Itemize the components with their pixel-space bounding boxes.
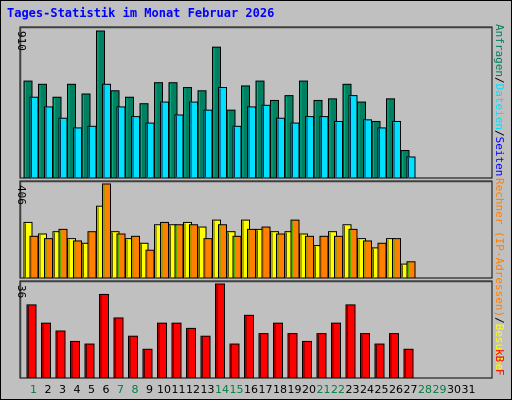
bottom-bar-kb-day-16 (244, 314, 254, 379)
x-tick-day-15: 15 (230, 383, 244, 396)
x-tick-day-31: 31 (462, 383, 476, 396)
x-tick-day-18: 18 (273, 383, 287, 396)
middle-bar-rechner-day-26 (392, 238, 401, 279)
y-max-label-middle: 406 (15, 185, 28, 205)
bottom-bar-kb-day-18 (273, 322, 283, 379)
x-tick-day-14: 14 (215, 383, 229, 396)
middle-bar-rechner-day-27 (406, 261, 416, 279)
x-tick-day-9: 9 (146, 383, 153, 396)
x-tick-day-27: 27 (404, 383, 418, 396)
legend-top-part-2: Dateien (493, 84, 506, 130)
x-tick-day-7: 7 (117, 383, 124, 396)
x-tick-day-20: 20 (302, 383, 316, 396)
bottom-bar-kb-day-7 (113, 317, 124, 379)
bottom-bar-kb-day-21 (316, 333, 327, 379)
legend-bottom-part-0: kB F (493, 349, 506, 376)
bottom-bar-kb-day-13 (200, 335, 211, 379)
bottom-bar-kb-day-2 (41, 322, 51, 379)
bottom-bar-kb-day-1 (26, 304, 37, 379)
legend-middle-part-0: Rechner (IP-Adressen) (493, 178, 506, 317)
legend-top-part-4: Seiten (493, 137, 506, 177)
legend-middle: Rechner (IP-Adressen)/Besuche (493, 178, 506, 370)
x-tick-day-30: 30 (447, 383, 461, 396)
bottom-bar-kb-day-10 (157, 322, 167, 379)
bottom-bar-kb-day-20 (302, 340, 312, 379)
legend-middle-part-1: / (493, 317, 506, 324)
bottom-bar-kb-day-19 (287, 333, 298, 379)
x-tick-day-13: 13 (201, 383, 215, 396)
bottom-bar-kb-day-15 (229, 343, 240, 379)
bottom-bar-kb-day-25 (374, 343, 385, 379)
x-tick-day-29: 29 (433, 383, 447, 396)
x-tick-day-4: 4 (74, 383, 81, 396)
y-max-label-top: 910 (15, 31, 28, 51)
x-tick-day-16: 16 (244, 383, 258, 396)
legend-top-part-3: / (493, 130, 506, 137)
legend-top-part-0: Anfragen (493, 24, 506, 77)
x-tick-day-12: 12 (186, 383, 200, 396)
x-tick-day-19: 19 (288, 383, 302, 396)
x-tick-day-21: 21 (317, 383, 331, 396)
legend-top-part-1: / (493, 77, 506, 84)
x-tick-day-2: 2 (45, 383, 52, 396)
x-tick-day-10: 10 (157, 383, 171, 396)
bottom-bar-kb-day-14 (215, 283, 225, 379)
x-tick-day-11: 11 (172, 383, 186, 396)
legend-top: Anfragen/Dateien/Seiten (493, 24, 506, 176)
x-tick-day-22: 22 (331, 383, 345, 396)
bottom-bar-kb-day-12 (186, 327, 196, 379)
y-max-label-bottom: 36 (15, 285, 28, 298)
x-tick-day-5: 5 (88, 383, 95, 396)
x-tick-day-25: 25 (375, 383, 389, 396)
x-tick-day-6: 6 (103, 383, 110, 396)
legend-middle-part-2: Besuche (493, 324, 506, 370)
x-tick-day-1: 1 (30, 383, 37, 396)
bottom-bar-kb-day-3 (55, 330, 66, 379)
bottom-bar-kb-day-11 (171, 322, 182, 379)
x-tick-day-3: 3 (59, 383, 66, 396)
chart-title: Tages-Statistik im Monat Februar 2026 (7, 6, 275, 20)
bottom-bar-kb-day-6 (99, 293, 109, 379)
bottom-bar-kb-day-9 (142, 348, 153, 379)
x-tick-day-8: 8 (132, 383, 139, 396)
bottom-bar-kb-day-5 (84, 343, 95, 379)
x-tick-day-23: 23 (346, 383, 360, 396)
bottom-bar-kb-day-22 (331, 322, 341, 379)
top-bar-dateien-day-27 (406, 156, 416, 179)
x-tick-day-26: 26 (389, 383, 403, 396)
top-bar-dateien-day-26 (392, 120, 401, 179)
x-tick-day-17: 17 (259, 383, 273, 396)
panel-bottom (19, 280, 493, 379)
bottom-bar-kb-day-26 (389, 333, 399, 379)
legend-bottom: kB F (493, 349, 506, 376)
bottom-bar-kb-day-27 (403, 348, 414, 379)
bottom-bar-kb-day-24 (360, 333, 370, 379)
bottom-bar-kb-day-17 (258, 333, 269, 379)
x-tick-day-24: 24 (360, 383, 374, 396)
bottom-bar-kb-day-8 (128, 335, 138, 379)
bottom-bar-kb-day-23 (345, 304, 356, 379)
x-tick-day-28: 28 (418, 383, 432, 396)
middle-bar-rechner-day-6 (102, 183, 111, 279)
bottom-bar-kb-day-4 (70, 340, 80, 379)
